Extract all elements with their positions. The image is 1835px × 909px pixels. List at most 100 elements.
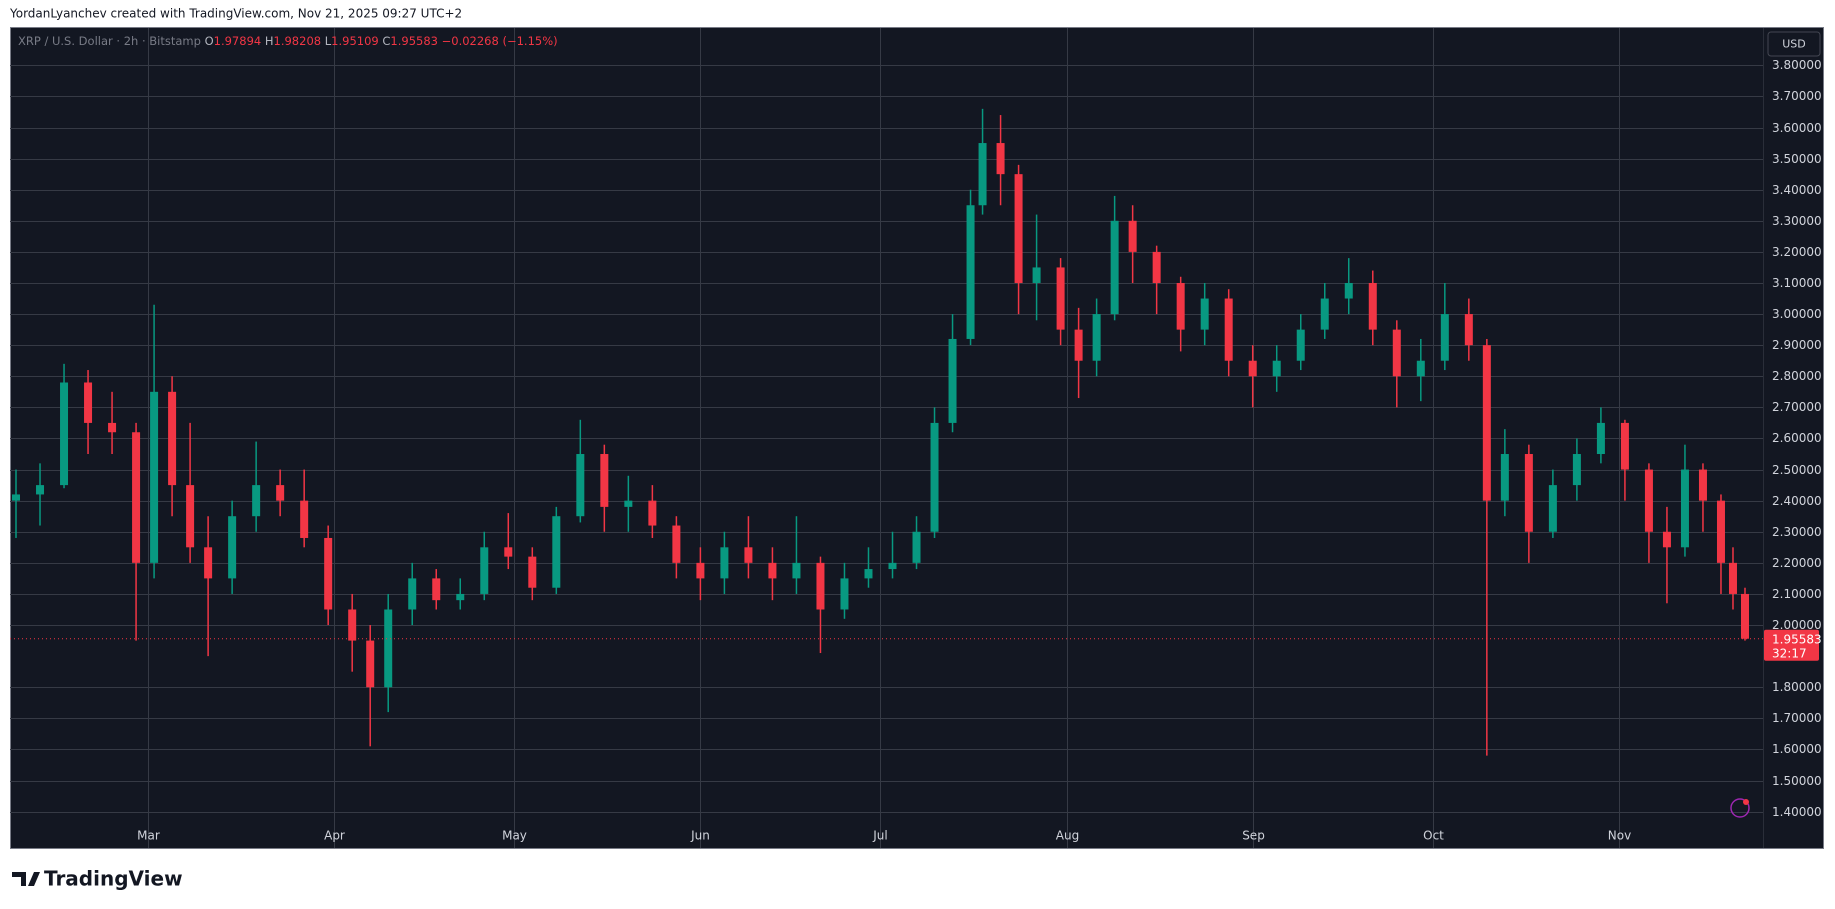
y-tick-label: 3.00000: [1772, 307, 1822, 321]
candle-body: [300, 500, 309, 538]
currency-label[interactable]: USD: [1782, 38, 1806, 51]
icon-ring: [1730, 798, 1750, 818]
legend: XRP / U.S. Dollar · 2h · Bitstamp O1.978…: [18, 34, 558, 48]
candle-body: [36, 485, 45, 495]
change: −0.02268 (−1.15%): [442, 34, 558, 48]
candle-body: [624, 500, 633, 507]
candle-body: [384, 609, 393, 688]
candle-body: [480, 547, 489, 594]
candle-body: [348, 609, 357, 641]
y-tick-label: 3.80000: [1772, 58, 1822, 72]
logo-mark: [12, 872, 40, 886]
y-tick-label: 1.50000: [1772, 774, 1822, 788]
candle-body: [576, 454, 585, 517]
candle-body: [1572, 454, 1581, 486]
icon-dot: [1743, 799, 1749, 805]
candle-body: [168, 391, 177, 486]
axes: 1.40000 1.50000 1.60000 1.70000 1.80000 2.000…: [137, 58, 1821, 843]
y-tick-label: 3.70000: [1772, 89, 1822, 103]
price-tag: [1764, 629, 1819, 661]
candle-body: [1596, 422, 1605, 455]
y-tick-label: 3.40000: [1772, 183, 1822, 197]
x-tick-label: Jul: [872, 829, 887, 843]
candle-body: [816, 562, 825, 610]
close-key: C: [382, 34, 390, 48]
y-tick-label: 2.90000: [1772, 338, 1822, 352]
assistant-icon[interactable]: [1730, 798, 1750, 818]
candle-body: [1698, 469, 1707, 501]
y-tick-label: 2.30000: [1772, 525, 1822, 539]
x-tick-label: Mar: [137, 829, 160, 843]
y-tick-label: 3.30000: [1772, 214, 1822, 228]
symbol: XRP / U.S. Dollar · 2h · Bitstamp: [18, 34, 201, 48]
y-tick-label: 2.20000: [1772, 556, 1822, 570]
candle-body: [1740, 593, 1749, 639]
candle-body: [1224, 298, 1233, 361]
x-tick-label: Oct: [1423, 829, 1444, 843]
low-key: L: [325, 34, 332, 48]
y-tick-label: 2.60000: [1772, 431, 1822, 445]
logo-text: TradingView: [44, 867, 183, 891]
candle-body: [840, 578, 849, 610]
candle-body: [1368, 282, 1377, 330]
candle-body: [1032, 267, 1041, 283]
y-tick-label: 2.00000: [1772, 618, 1822, 632]
candle-body: [1272, 360, 1281, 377]
candle-body: [186, 485, 195, 548]
open-value: 1.97894: [214, 34, 262, 48]
candle-body: [252, 485, 261, 517]
candle-body: [978, 143, 987, 206]
candle-body: [1092, 314, 1101, 361]
y-tick-label: 2.50000: [1772, 463, 1822, 477]
candle-body: [1524, 454, 1533, 532]
candle-body: [132, 432, 141, 563]
x-tick-label: Aug: [1056, 829, 1079, 843]
candle-body: [408, 578, 417, 610]
candle-body: [744, 547, 753, 563]
candle-body: [1464, 314, 1473, 346]
candle-body: [12, 494, 21, 501]
y-tick-label: 1.60000: [1772, 742, 1822, 756]
x-tick-label: Sep: [1242, 829, 1265, 843]
y-tick-label: 1.80000: [1772, 680, 1822, 694]
candle-body: [228, 516, 237, 579]
candle-body: [648, 500, 657, 526]
y-tick-label: 2.80000: [1772, 369, 1822, 383]
y-tick-label: 1.40000: [1772, 805, 1822, 819]
x-tick-label: Jun: [690, 829, 710, 843]
candle-body: [528, 556, 537, 588]
candle-body: [60, 382, 69, 486]
candle-body: [1200, 298, 1209, 330]
candle-body: [432, 578, 441, 601]
candle-body: [1152, 251, 1161, 283]
candle-body: [324, 537, 333, 610]
candle-body: [1620, 422, 1629, 470]
currency-button[interactable]: [1767, 31, 1821, 57]
candle-body: [966, 205, 975, 339]
open-key: O: [205, 34, 214, 48]
candle-body: [1416, 360, 1425, 377]
high-key: H: [265, 34, 274, 48]
price-tag-label: 1.95583: [1772, 632, 1822, 646]
candle-body: [150, 391, 159, 563]
candle-body: [1296, 329, 1305, 361]
countdown: 32:17: [1772, 646, 1807, 660]
candle-body: [1644, 469, 1653, 532]
candle-body: [1680, 469, 1689, 548]
candle-body: [696, 562, 705, 579]
y-tick-label: 3.50000: [1772, 152, 1822, 166]
candle-body: [1548, 485, 1557, 532]
candle-body: [1248, 360, 1257, 377]
candle-body: [768, 562, 777, 579]
candle-body: [930, 422, 939, 532]
candle-body: [1056, 267, 1065, 330]
candle-body: [996, 143, 1005, 175]
candle-body: [366, 640, 375, 688]
candle-body: [1128, 220, 1137, 252]
x-tick-label: Apr: [324, 829, 345, 843]
candle-body: [948, 338, 957, 423]
credit: YordanLyanchev created with TradingView.…: [9, 7, 462, 21]
candle-body: [1728, 562, 1737, 594]
high-value: 1.98208: [274, 34, 322, 48]
